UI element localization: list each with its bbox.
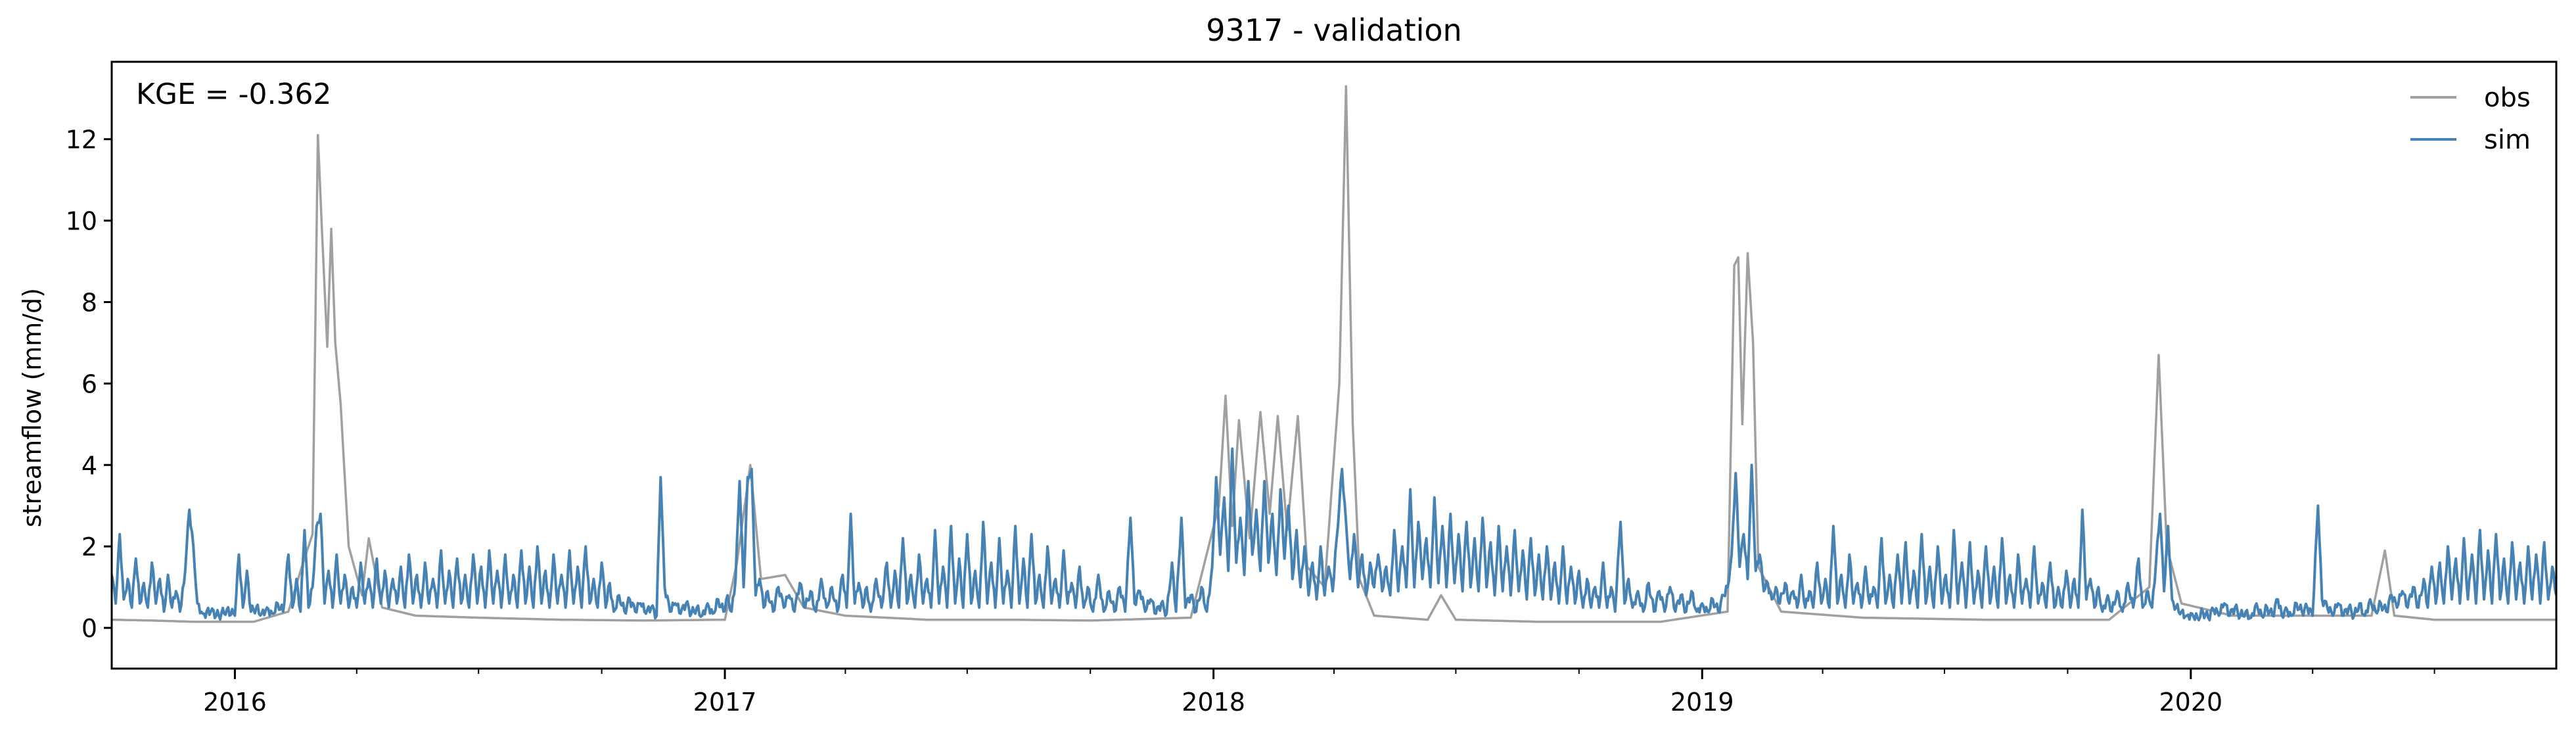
series-group [112,85,2556,623]
y-tick-label: 12 [66,126,97,154]
legend-obs-label: obs [2484,83,2531,113]
y-tick-label: 10 [66,207,97,236]
x-tick-label: 2018 [1182,688,1245,717]
y-tick-label: 0 [81,614,97,643]
legend: obs sim [2410,83,2531,155]
chart-title: 9317 - validation [1206,12,1461,48]
plot-frame [110,60,2558,670]
y-tick-label: 8 [81,288,97,317]
legend-sim-label: sim [2484,125,2531,155]
x-tick-label: 2020 [2159,688,2222,717]
series-line-obs [112,85,2556,623]
kge-annotation: KGE = -0.362 [136,78,331,111]
y-tick-label: 6 [81,369,97,398]
x-tick-label: 2019 [1670,688,1734,717]
x-tick-label: 2016 [203,688,267,717]
y-tick-label: 4 [81,451,97,480]
series-line-sim [112,447,2556,622]
y-tick-label: 2 [81,533,97,561]
y-axis-label: streamflow (mm/d) [18,288,47,527]
x-tick-label: 2017 [693,688,757,717]
